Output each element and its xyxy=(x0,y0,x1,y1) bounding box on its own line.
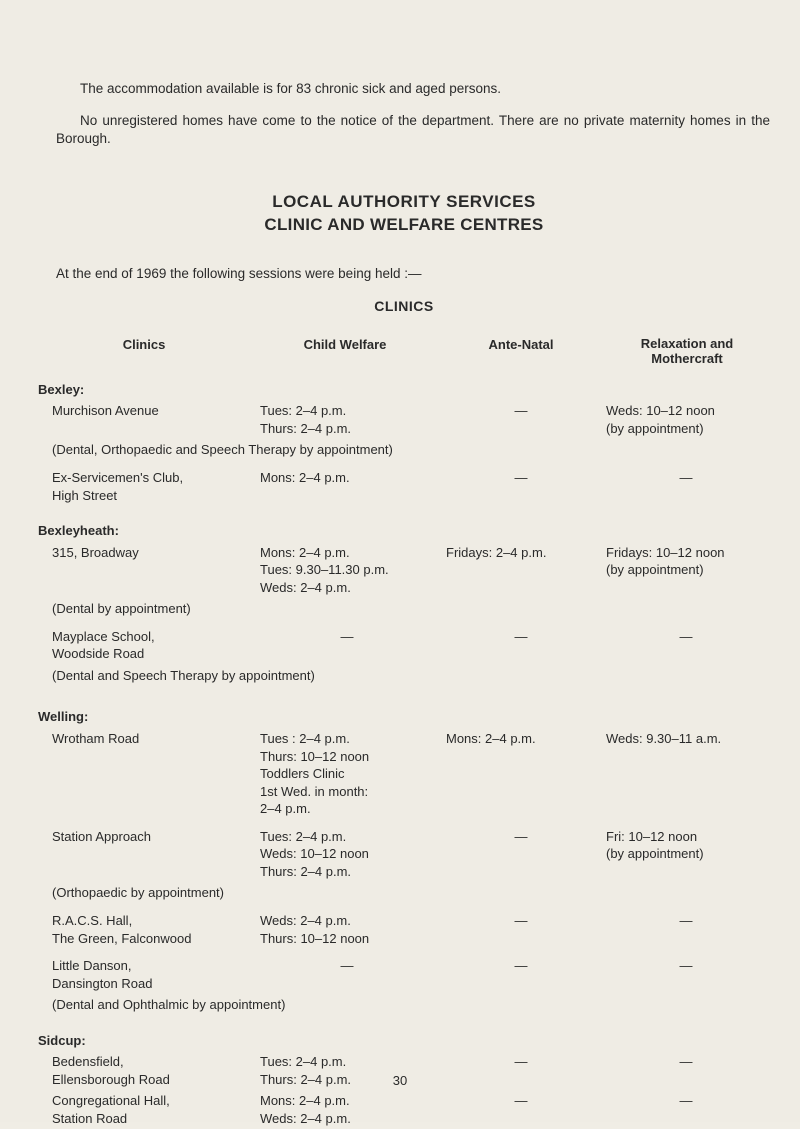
clinic-name: Station Approach xyxy=(38,826,250,883)
clinic-name: Mayplace School, Woodside Road xyxy=(38,626,250,665)
mothercraft-cell: Fri: 10–12 noon (by appointment) xyxy=(602,826,772,883)
lead-sentence: At the end of 1969 the following session… xyxy=(56,265,770,283)
page-number: 30 xyxy=(0,1072,800,1090)
ante-natal-cell: — xyxy=(440,626,602,665)
child-welfare-cell: — xyxy=(250,955,440,994)
ante-natal-cell: Fridays: 2–4 p.m. xyxy=(440,542,602,599)
ante-natal-cell: — xyxy=(440,955,602,994)
ante-natal-cell: Mons: 2–4 p.m. xyxy=(440,728,602,820)
mothercraft-cell: — xyxy=(602,1090,772,1129)
ante-natal-cell: — xyxy=(440,826,602,883)
col-head-mothercraft: Relaxation and Mothercraft xyxy=(602,336,772,367)
clinic-name: Congregational Hall, Station Road xyxy=(38,1090,250,1129)
mothercraft-cell: — xyxy=(602,910,772,949)
clinics-heading: CLINICS xyxy=(38,297,770,316)
clinic-name: Wrotham Road xyxy=(38,728,250,820)
clinic-name: Ex-Servicemen's Club, High Street xyxy=(38,467,250,506)
document-page: The accommodation available is for 83 ch… xyxy=(0,0,800,1122)
clinic-name: 315, Broadway xyxy=(38,542,250,599)
clinics-table: Clinics Child Welfare Ante-Natal Relaxat… xyxy=(38,336,770,1129)
clinic-name: Murchison Avenue xyxy=(38,400,250,439)
child-welfare-cell: — xyxy=(250,626,440,665)
col-head-clinics: Clinics xyxy=(38,336,250,367)
area-bexley: Bexley: xyxy=(38,381,772,399)
clinic-note: (Dental, Orthopaedic and Speech Therapy … xyxy=(38,441,772,459)
child-welfare-cell: Tues: 2–4 p.m. Weds: 10–12 noon Thurs: 2… xyxy=(250,826,440,883)
col-head-child-welfare: Child Welfare xyxy=(250,336,440,367)
clinic-note: (Dental and Ophthalmic by appointment) xyxy=(38,996,772,1014)
child-welfare-cell: Mons: 2–4 p.m. Weds: 2–4 p.m. xyxy=(250,1090,440,1129)
ante-natal-cell: — xyxy=(440,1090,602,1129)
child-welfare-cell: Tues : 2–4 p.m. Thurs: 10–12 noon Toddle… xyxy=(250,728,440,820)
clinic-name: Little Danson, Dansington Road xyxy=(38,955,250,994)
mothercraft-cell: — xyxy=(602,467,772,506)
area-bexleyheath: Bexleyheath: xyxy=(38,522,772,540)
heading-services: LOCAL AUTHORITY SERVICES xyxy=(38,191,770,214)
col-head-mc-line1: Relaxation and xyxy=(641,336,733,351)
intro-para-2: No unregistered homes have come to the n… xyxy=(56,112,770,148)
ante-natal-cell: — xyxy=(440,467,602,506)
mothercraft-cell: Weds: 10–12 noon (by appointment) xyxy=(602,400,772,439)
ante-natal-cell: — xyxy=(440,400,602,439)
mothercraft-cell: Fridays: 10–12 noon (by appointment) xyxy=(602,542,772,599)
mothercraft-cell: Weds: 9.30–11 a.m. xyxy=(602,728,772,820)
child-welfare-cell: Mons: 2–4 p.m. xyxy=(250,467,440,506)
clinic-note: (Dental by appointment) xyxy=(38,600,772,618)
clinic-note: (Dental and Speech Therapy by appointmen… xyxy=(38,667,772,685)
clinic-name: R.A.C.S. Hall, The Green, Falconwood xyxy=(38,910,250,949)
ante-natal-cell: — xyxy=(440,910,602,949)
mothercraft-cell: — xyxy=(602,955,772,994)
area-sidcup: Sidcup: xyxy=(38,1032,772,1050)
col-head-ante-natal: Ante-Natal xyxy=(440,336,602,367)
clinic-note: (Orthopaedic by appointment) xyxy=(38,884,772,902)
heading-centres: CLINIC AND WELFARE CENTRES xyxy=(38,214,770,237)
child-welfare-cell: Tues: 2–4 p.m. Thurs: 2–4 p.m. xyxy=(250,400,440,439)
mothercraft-cell: — xyxy=(602,626,772,665)
child-welfare-cell: Weds: 2–4 p.m. Thurs: 10–12 noon xyxy=(250,910,440,949)
intro-para-1: The accommodation available is for 83 ch… xyxy=(56,80,770,98)
col-head-mc-line2: Mothercraft xyxy=(651,351,723,366)
area-welling: Welling: xyxy=(38,708,772,726)
child-welfare-cell: Mons: 2–4 p.m. Tues: 9.30–11.30 p.m. Wed… xyxy=(250,542,440,599)
